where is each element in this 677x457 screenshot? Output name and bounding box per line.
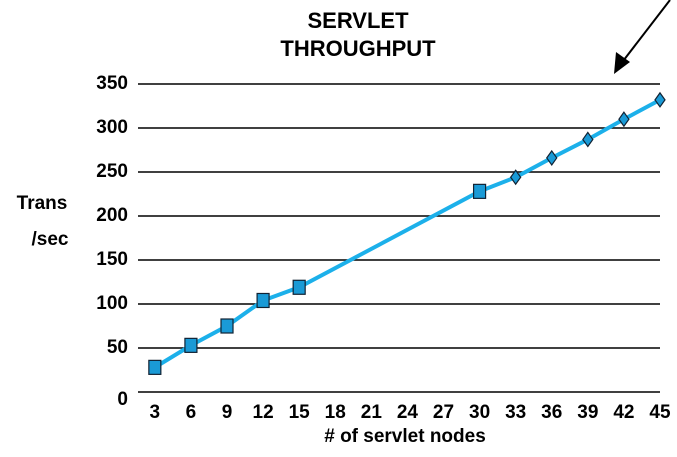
x-tick-label: 42 [613,402,634,423]
marker [256,292,270,309]
y-tick-label: 100 [96,293,128,314]
y-tick-label: 350 [96,73,128,94]
y-tick-label: 250 [96,161,128,182]
marker [654,91,666,108]
x-axis-label: # of servlet nodes [324,426,486,447]
x-tick-label: 3 [150,402,161,423]
x-tick-label: 18 [325,402,346,423]
chart-title-line: SERVLET [307,8,409,33]
y-tick-label: 50 [107,337,128,358]
x-tick-label: 27 [433,402,454,423]
x-tick-label: 6 [186,402,197,423]
marker [546,149,558,166]
y-axis-label: Trans [17,193,68,214]
y-axis-label: /sec [32,229,69,250]
arrow [614,0,671,74]
y-tick-label: 200 [96,205,128,226]
marker [472,183,487,199]
x-tick-label: 33 [505,402,526,423]
x-tick-label: 30 [469,402,490,423]
marker [582,131,594,148]
marker [184,337,198,353]
x-tick-label: 39 [577,402,598,423]
x-tick-label: 24 [397,402,419,423]
x-tick-label: 45 [649,402,671,423]
x-tick-label: 12 [253,402,274,423]
marker [220,318,234,334]
marker [292,279,306,295]
marker [618,111,630,128]
x-tick-label: 15 [289,402,311,423]
y-tick-label: 150 [96,249,128,270]
x-tick-label: 36 [541,402,562,423]
y-tick-label: 0 [117,389,128,410]
x-tick-label: 9 [222,402,233,423]
x-tick-label: 21 [361,402,383,423]
marker [509,169,522,186]
y-tick-label: 300 [96,117,128,138]
chart-title-line: THROUGHPUT [280,36,436,61]
marker [148,359,162,375]
